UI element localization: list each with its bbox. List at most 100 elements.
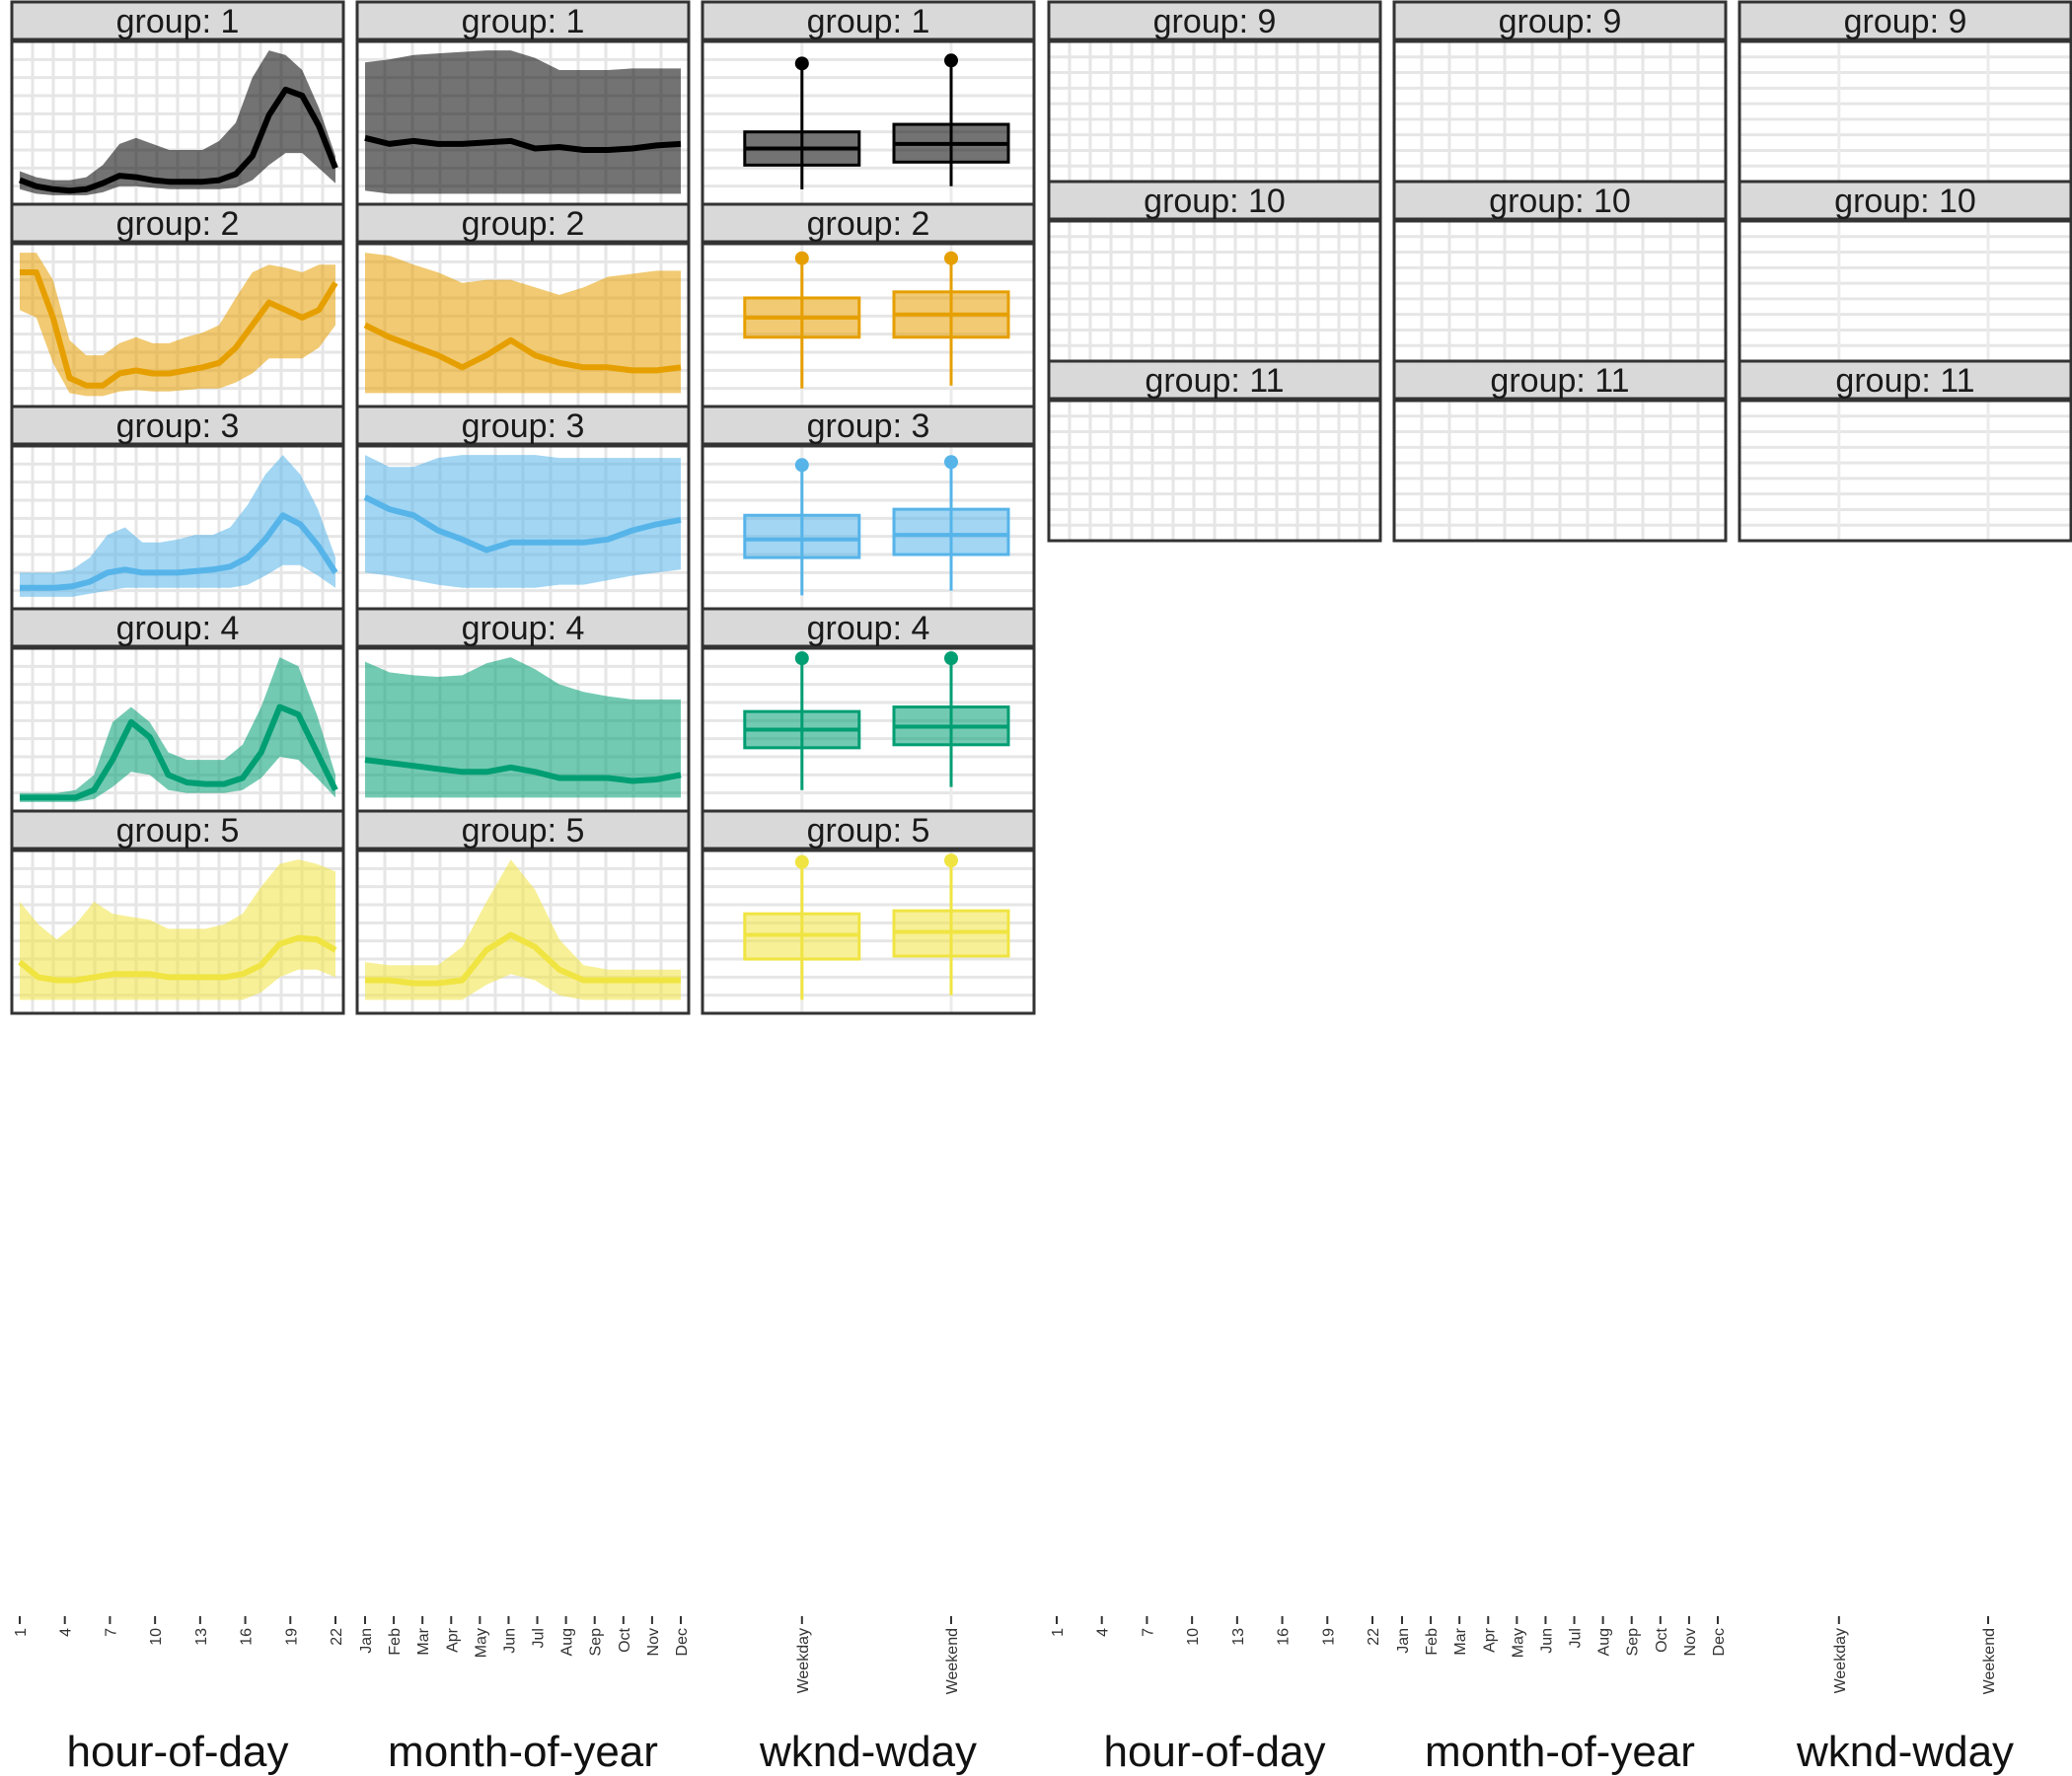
facet-strip — [10, 607, 345, 648]
hour-median-line — [20, 269, 338, 389]
axis-title: month-of-year — [1425, 1728, 1695, 1776]
facet-label: group: 4 — [462, 610, 585, 647]
tick-label: Jan — [1395, 1628, 1412, 1654]
box-outlier-weekend — [944, 251, 958, 265]
tick-label: 7 — [1140, 1628, 1156, 1637]
panel-background — [1739, 41, 2071, 182]
facet-label: group: 4 — [807, 610, 930, 647]
panel-gridlines — [1049, 41, 1380, 182]
tick-label: May — [473, 1628, 489, 1658]
facet-label: group: 4 — [116, 610, 240, 647]
panel-gridlines — [1049, 401, 1380, 541]
facet-strip — [701, 0, 1036, 41]
facet-label: group: 11 — [1835, 362, 1974, 400]
tick-label: Jan — [358, 1628, 375, 1654]
tick-label: Nov — [645, 1628, 662, 1656]
hour-ribbon — [20, 455, 335, 597]
facet-label: group: 2 — [807, 205, 930, 243]
month-median-line — [364, 134, 682, 153]
tick-label: 1 — [13, 1628, 30, 1637]
facet-label: group: 9 — [1499, 3, 1622, 40]
facet-label: group: 3 — [462, 407, 585, 445]
axis-title: wknd-wday — [759, 1728, 977, 1776]
tick-label: Aug — [559, 1628, 576, 1656]
tick-label: Jul — [1568, 1628, 1585, 1648]
axis-title: hour-of-day — [1103, 1728, 1325, 1776]
panel-gridlines — [1739, 41, 2071, 182]
hour-ribbon — [20, 253, 335, 397]
tick-label: 22 — [1366, 1628, 1382, 1646]
tick-label: Jul — [531, 1628, 548, 1648]
facet-strip — [1392, 0, 1728, 41]
facet-strip — [701, 202, 1036, 244]
panel-gridlines — [1739, 221, 2071, 361]
facet-strip — [355, 202, 691, 244]
facet-label: group: 10 — [1489, 183, 1631, 220]
facet-strip — [701, 607, 1036, 648]
month-ribbon — [365, 859, 681, 1000]
axis-title: hour-of-day — [66, 1728, 288, 1776]
tick-label: 22 — [329, 1628, 345, 1646]
facet-strip — [355, 0, 691, 41]
panel-gridlines — [1049, 221, 1380, 361]
facet-strip — [1047, 359, 1382, 401]
tick-label: Weekday — [795, 1628, 812, 1693]
month-median-line — [363, 494, 682, 554]
box-outlier-weekday — [794, 251, 809, 265]
hour-median-line — [18, 934, 337, 984]
facet-strip — [1392, 180, 1728, 221]
tick-label: 16 — [1276, 1628, 1293, 1646]
box-outlier-weekday — [794, 56, 809, 71]
tick-label: Feb — [1424, 1628, 1441, 1656]
axis-title: month-of-year — [388, 1728, 658, 1776]
panel-gridlines — [1394, 401, 1726, 541]
facet-strip — [701, 405, 1036, 446]
box-outlier-weekend — [944, 455, 958, 470]
facet-label: group: 9 — [1844, 3, 1967, 40]
tick-label: 10 — [1185, 1628, 1202, 1646]
tick-label: 7 — [103, 1628, 119, 1637]
panel-border — [10, 849, 345, 1015]
facet-strip — [1047, 0, 1382, 41]
month-median-line — [363, 322, 682, 374]
facet-strip — [10, 202, 345, 244]
facet-label: group: 1 — [116, 3, 240, 40]
tick-label: Sep — [1625, 1628, 1642, 1657]
facet-strip — [355, 607, 691, 648]
facet-label: group: 10 — [1834, 183, 1976, 220]
tick-label: Jun — [501, 1628, 518, 1654]
tick-label: May — [1510, 1628, 1526, 1658]
box-outlier-weekend — [944, 651, 958, 666]
facet-label: group: 5 — [462, 812, 585, 850]
axis-title: wknd-wday — [1796, 1728, 2014, 1776]
tick-label: 13 — [193, 1628, 210, 1646]
panel-gridlines — [1394, 221, 1726, 361]
panel-border — [355, 849, 691, 1015]
facet-label: group: 5 — [807, 812, 930, 850]
facet-strip — [10, 405, 345, 446]
hour-ribbon — [20, 657, 335, 802]
facet-label: group: 1 — [462, 3, 585, 40]
tick-label: 4 — [58, 1628, 75, 1637]
box-outlier-weekend — [944, 853, 958, 868]
tick-label: Weekday — [1832, 1628, 1849, 1693]
panel-background — [1739, 401, 2071, 541]
facet-strip — [1738, 180, 2072, 221]
month-median-line — [365, 931, 681, 987]
tick-label: Dec — [1711, 1628, 1728, 1656]
facet-label: group: 2 — [462, 205, 585, 243]
box-outlier-weekday — [794, 651, 809, 666]
panel-background — [703, 41, 1034, 204]
tick-label: 16 — [239, 1628, 256, 1646]
facet-label: group: 9 — [1153, 3, 1277, 40]
panel-border — [701, 849, 1036, 1015]
panel-border — [1047, 399, 1382, 543]
panel-gridlines — [1739, 401, 2071, 541]
tick-label: Oct — [617, 1627, 633, 1652]
facet-strip — [355, 405, 691, 446]
facet-strip — [10, 0, 345, 41]
hour-median-line — [20, 703, 338, 801]
tick-label: 19 — [283, 1628, 300, 1646]
facet-strip — [1392, 359, 1728, 401]
